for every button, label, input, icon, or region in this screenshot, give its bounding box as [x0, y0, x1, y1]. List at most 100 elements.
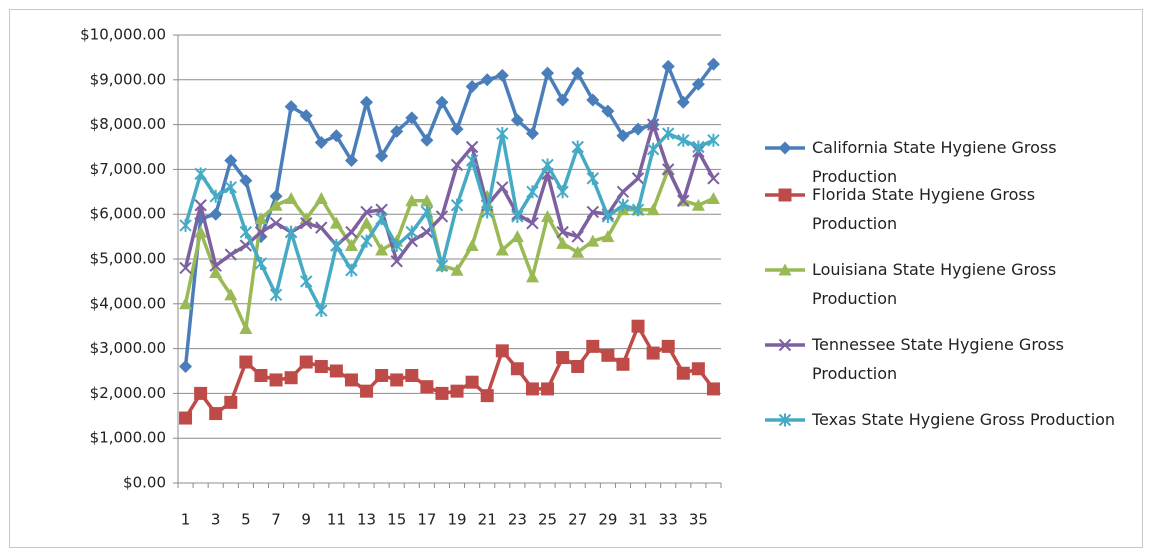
x-tick-label: 11 [327, 511, 346, 529]
marker [556, 225, 569, 239]
marker [495, 68, 509, 82]
marker [691, 362, 705, 376]
marker [465, 239, 479, 252]
marker [646, 142, 660, 156]
marker [541, 158, 554, 172]
marker [269, 198, 283, 211]
x-tick-label: 31 [628, 511, 647, 529]
x-tick-label: 19 [447, 511, 466, 529]
marker [556, 351, 570, 365]
marker [631, 319, 645, 333]
marker [329, 129, 343, 143]
marker [450, 263, 464, 276]
x-tick-label: 5 [241, 511, 251, 529]
x-tick-label: 3 [211, 511, 221, 529]
y-tick-label: $3,000.00 [90, 339, 166, 357]
marker [375, 212, 388, 226]
marker [300, 216, 313, 230]
marker [224, 288, 238, 301]
marker [571, 245, 585, 258]
marker [330, 239, 343, 253]
marker [480, 73, 494, 87]
marker [344, 373, 358, 387]
marker [778, 141, 792, 155]
marker [662, 127, 675, 141]
marker [661, 339, 675, 353]
marker [224, 153, 238, 167]
x-tick-label: 23 [508, 511, 527, 529]
marker [254, 256, 268, 270]
marker [224, 248, 237, 261]
marker [691, 77, 705, 91]
marker [194, 225, 208, 238]
marker [315, 304, 328, 318]
marker [586, 205, 599, 219]
legend-label: California State Hygiene Gross Productio… [812, 138, 1057, 186]
marker [314, 360, 328, 374]
x-tick-label: 21 [478, 511, 497, 529]
marker [677, 133, 690, 147]
marker [706, 57, 720, 71]
marker [661, 59, 675, 73]
marker [601, 230, 615, 243]
marker [586, 171, 599, 185]
marker [526, 216, 539, 230]
marker [646, 346, 660, 360]
x-tick-label: 1 [181, 511, 191, 529]
marker [556, 185, 569, 199]
marker [239, 321, 253, 334]
legend-label: Louisiana State Hygiene Gross Production [812, 260, 1057, 308]
marker [224, 180, 237, 194]
marker [510, 113, 524, 127]
marker [284, 192, 298, 205]
marker [450, 158, 464, 172]
marker [631, 203, 645, 217]
x-tick-label: 25 [538, 511, 557, 529]
marker [541, 209, 555, 222]
marker [254, 368, 268, 382]
marker [360, 95, 374, 109]
y-tick-label: $8,000.00 [90, 115, 166, 133]
marker [692, 140, 705, 154]
marker [646, 203, 660, 216]
marker [390, 373, 404, 387]
marker [405, 225, 418, 239]
marker [224, 395, 238, 409]
marker [390, 239, 403, 253]
marker [778, 338, 792, 352]
chart-frame [9, 9, 1143, 548]
marker [510, 230, 524, 243]
marker [586, 339, 600, 353]
marker [209, 259, 222, 272]
marker [269, 216, 283, 230]
marker [556, 93, 570, 107]
marker [450, 122, 464, 136]
marker [525, 127, 539, 141]
marker [616, 357, 630, 371]
marker [179, 261, 192, 275]
marker [465, 153, 479, 167]
marker [284, 225, 298, 239]
marker [209, 189, 222, 203]
marker [375, 149, 389, 163]
y-tick-label: $6,000.00 [90, 205, 166, 223]
marker [586, 234, 600, 247]
x-tick-label: 7 [271, 511, 281, 529]
marker [420, 380, 434, 394]
marker [405, 194, 419, 207]
y-tick-label: $2,000.00 [90, 384, 166, 402]
marker [435, 210, 449, 223]
marker [329, 364, 343, 378]
marker [360, 234, 373, 248]
marker [239, 355, 253, 369]
marker [571, 66, 585, 80]
marker [480, 389, 494, 403]
marker [375, 243, 389, 256]
marker [360, 205, 373, 219]
marker [194, 386, 208, 400]
x-tick-label: 9 [301, 511, 311, 529]
marker [345, 225, 358, 239]
marker [269, 373, 283, 387]
x-tick-label: 17 [417, 511, 436, 529]
x-tick-label: 15 [387, 511, 406, 529]
